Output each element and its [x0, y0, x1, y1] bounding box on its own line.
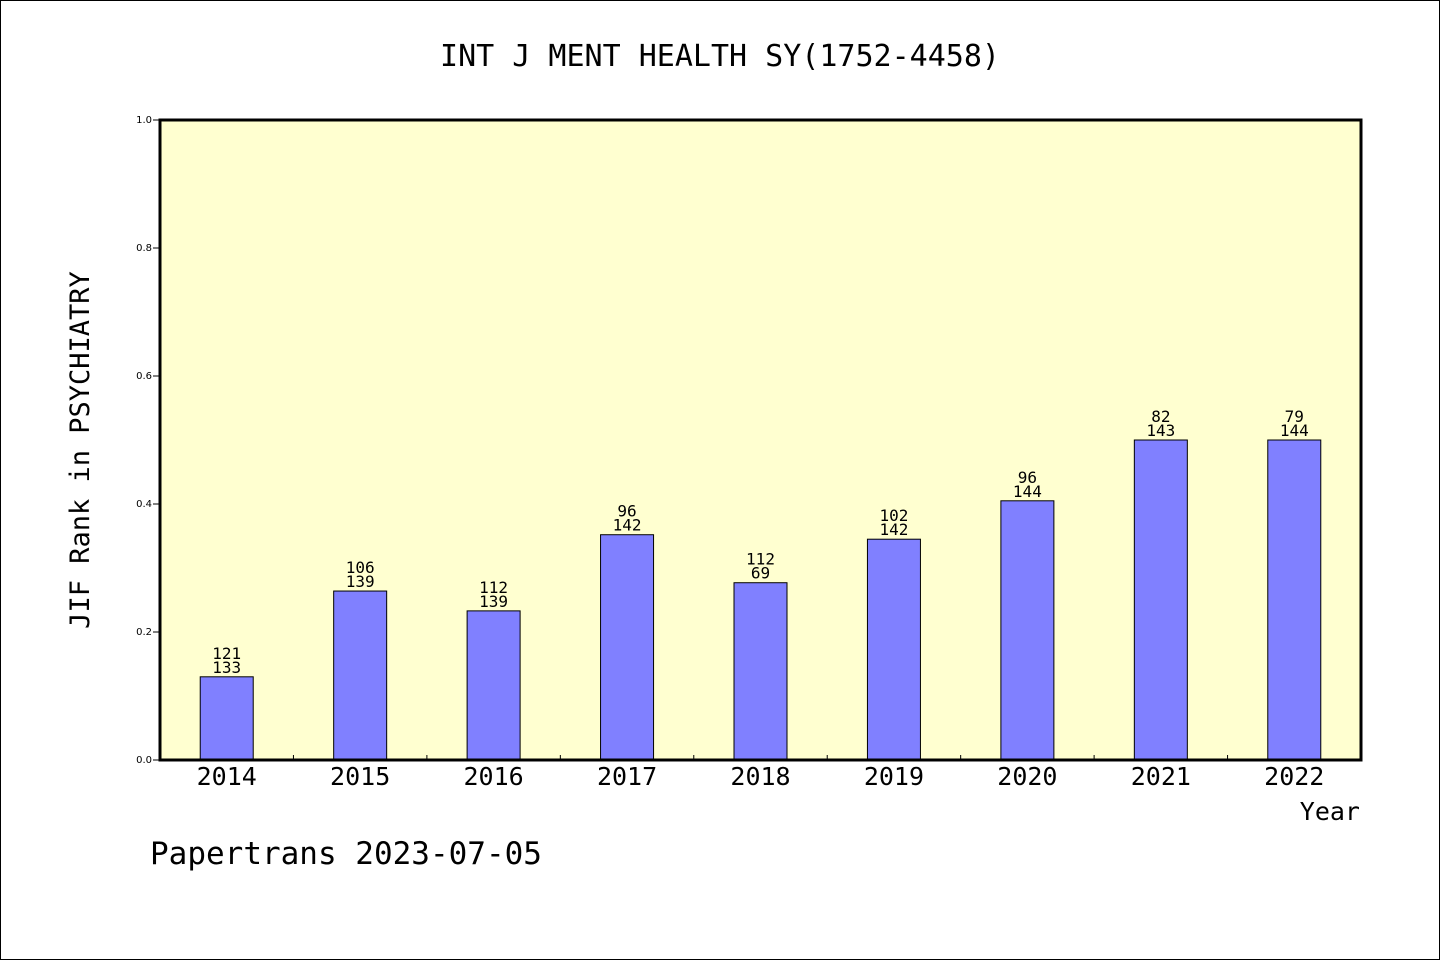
- data-label-2016-bottom: 139: [479, 592, 508, 611]
- chart-title: INT J MENT HEALTH SY(1752-4458): [440, 39, 1000, 74]
- bar-2015: [333, 590, 388, 761]
- y-axis-label: JIF Rank in PSYCHIATRY: [65, 271, 96, 629]
- data-label-2019-bottom: 142: [879, 520, 908, 539]
- x-tick-label-2021: 2021: [1131, 762, 1191, 791]
- bar-2016: [466, 610, 521, 761]
- data-label-2020-bottom: 144: [1013, 482, 1042, 501]
- footer-text: Papertrans 2023-07-05: [150, 836, 542, 872]
- bar-2021: [1133, 439, 1188, 761]
- data-label-2017-top: 96: [617, 502, 636, 521]
- y-tick-label: 0.0: [136, 755, 152, 766]
- data-label-2015-bottom: 139: [346, 572, 375, 591]
- x-tick-label-2018: 2018: [730, 762, 790, 791]
- y-tick-label: 0.2: [136, 627, 152, 638]
- bar-2017: [600, 534, 655, 761]
- x-tick-label-2020: 2020: [997, 762, 1057, 791]
- data-label-2021-top: 82: [1151, 407, 1170, 426]
- bar-2019: [866, 538, 921, 761]
- x-tick-label-2014: 2014: [197, 762, 257, 791]
- y-tick-label: 0.6: [136, 371, 152, 382]
- data-label-2019-top: 102: [879, 506, 908, 525]
- bars-group: [199, 439, 1322, 761]
- bar-2018: [733, 582, 788, 761]
- x-tick-label-2015: 2015: [330, 762, 390, 791]
- data-label-2021-bottom: 143: [1146, 421, 1175, 440]
- x-tick-label-2022: 2022: [1264, 762, 1324, 791]
- y-tick-label: 1.0: [136, 115, 152, 126]
- y-tick-label: 0.8: [136, 243, 152, 254]
- data-label-2015-top: 106: [346, 558, 375, 577]
- data-label-2016-top: 112: [479, 578, 508, 597]
- data-label-2022-top: 79: [1285, 407, 1304, 426]
- x-tick-label-2019: 2019: [864, 762, 924, 791]
- y-tick-label: 0.4: [136, 499, 152, 510]
- data-label-2020-top: 96: [1018, 468, 1037, 487]
- bar-2014: [199, 676, 254, 761]
- data-label-2018-top: 112: [746, 550, 775, 569]
- y-axis-group: 0.0 0.2 0.4 0.6 0.8 1.0: [136, 115, 160, 766]
- x-axis-group: 2014 2015 2016 2017 2018 2019 2020 2021 2022: [197, 755, 1324, 791]
- data-label-2022-bottom: 144: [1280, 421, 1309, 440]
- x-tick-label-2017: 2017: [597, 762, 657, 791]
- data-label-2018-bottom: 69: [751, 564, 770, 583]
- bar-2020: [1000, 500, 1055, 761]
- data-label-2017-bottom: 142: [613, 516, 642, 535]
- data-label-2014-top: 121: [212, 644, 241, 663]
- x-tick-label-2016: 2016: [464, 762, 524, 791]
- data-label-2014-bottom: 133: [212, 658, 241, 677]
- x-axis-label: Year: [1300, 797, 1360, 826]
- bar-2022: [1267, 439, 1322, 761]
- plot-border: [158, 118, 1363, 762]
